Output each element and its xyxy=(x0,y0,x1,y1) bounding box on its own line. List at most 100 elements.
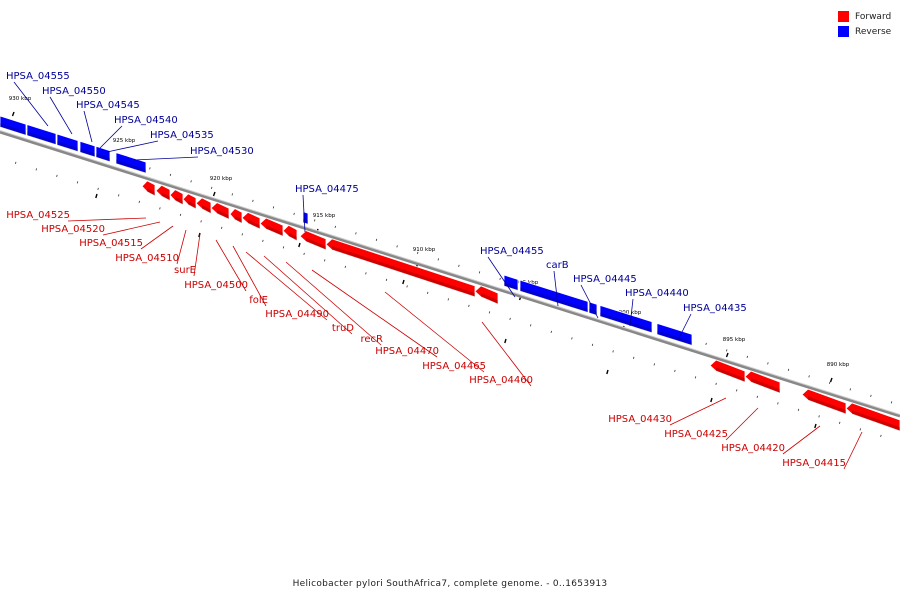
gene-label[interactable]: HPSA_04530 xyxy=(190,146,254,157)
gene-block[interactable] xyxy=(299,230,327,251)
gene-block[interactable] xyxy=(229,208,243,225)
gene-shade xyxy=(57,141,78,152)
gene-hpsa_04440[interactable] xyxy=(599,304,653,334)
gene-label[interactable]: HPSA_04445 xyxy=(573,274,637,285)
gene-shade xyxy=(852,410,900,431)
gene-label[interactable]: folE xyxy=(249,295,268,306)
gene-block[interactable] xyxy=(141,180,156,197)
major-tick xyxy=(11,111,15,117)
gene-hpsa_04490[interactable] xyxy=(241,211,261,230)
gene-block[interactable] xyxy=(195,197,212,215)
gene-label[interactable]: HPSA_04415 xyxy=(782,458,846,469)
gene-hpsa_04520[interactable] xyxy=(155,184,171,202)
gene-block[interactable] xyxy=(801,388,847,415)
gene-label[interactable]: HPSA_04500 xyxy=(184,280,248,291)
gene-label[interactable]: HPSA_04540 xyxy=(114,115,178,126)
gene-block[interactable] xyxy=(474,285,499,305)
gene-label[interactable]: HPSA_04555 xyxy=(6,71,70,82)
gene-block[interactable] xyxy=(656,322,693,346)
gene-block[interactable] xyxy=(845,402,900,432)
gene-label[interactable]: HPSA_04420 xyxy=(721,443,785,454)
minor-tick xyxy=(787,368,790,372)
gene-block[interactable] xyxy=(155,184,171,202)
major-tick xyxy=(606,369,609,375)
gene-label[interactable]: HPSA_04475 xyxy=(295,184,359,195)
label-leader xyxy=(176,229,187,265)
gene-hpsa_04535[interactable] xyxy=(95,145,111,163)
gene-hpsa_04530[interactable] xyxy=(115,152,147,174)
gene-block[interactable] xyxy=(26,123,57,146)
gene-block[interactable] xyxy=(709,359,746,383)
gene-block[interactable] xyxy=(56,133,79,153)
gene-hpsa_04470[interactable] xyxy=(299,230,327,251)
gene-hpsa_04415[interactable] xyxy=(845,402,900,432)
gene-label[interactable]: HPSA_04510 xyxy=(115,253,179,264)
gene-block[interactable] xyxy=(182,193,197,210)
gene-label[interactable]: HPSA_04490 xyxy=(265,309,329,320)
gene-label[interactable]: HPSA_04465 xyxy=(422,361,486,372)
gene-label[interactable]: surE xyxy=(174,265,196,276)
tick-label: 925 kbp xyxy=(113,138,136,144)
minor-tick xyxy=(694,376,697,379)
gene-hpsa_04420[interactable] xyxy=(801,388,847,415)
gene-carb[interactable] xyxy=(519,279,589,314)
gene-shade xyxy=(266,225,283,237)
gene-label[interactable]: HPSA_04455 xyxy=(480,246,544,257)
gene-hpsa_04550[interactable] xyxy=(26,123,57,146)
gene-label[interactable]: recR xyxy=(361,334,384,345)
gene-block[interactable] xyxy=(0,115,27,136)
gene-block[interactable] xyxy=(115,152,147,174)
gene-label[interactable]: HPSA_04550 xyxy=(42,86,106,97)
gene-block[interactable] xyxy=(744,370,781,394)
gene-label[interactable]: HPSA_04525 xyxy=(6,210,70,221)
gene-hpsa_04465[interactable] xyxy=(325,238,476,298)
gene-block[interactable] xyxy=(259,217,284,237)
gene-block[interactable] xyxy=(519,279,589,314)
minor-tick xyxy=(890,401,893,404)
gene-label[interactable]: truD xyxy=(332,323,354,334)
label-leader xyxy=(384,291,485,373)
minor-tick xyxy=(355,232,357,235)
gene-label[interactable]: HPSA_04545 xyxy=(76,100,140,111)
gene-label[interactable]: carB xyxy=(546,260,569,271)
gene-label[interactable]: HPSA_04535 xyxy=(150,130,214,141)
gene-label[interactable]: HPSA_04440 xyxy=(625,288,689,299)
gene-label[interactable]: HPSA_04470 xyxy=(375,346,439,357)
gene-block[interactable] xyxy=(210,202,230,220)
gene-block[interactable] xyxy=(241,211,261,230)
gene-hpsa_04500[interactable] xyxy=(210,202,230,220)
gene-hpsa_04540[interactable] xyxy=(79,140,96,158)
gene-hpsa_04525[interactable] xyxy=(141,180,156,197)
gene-shade xyxy=(657,330,692,346)
gene-label[interactable]: HPSA_04425 xyxy=(664,429,728,440)
gene-hpsa_04545[interactable] xyxy=(56,133,79,153)
gene-recr[interactable] xyxy=(282,224,298,242)
gene-trud[interactable] xyxy=(259,217,284,237)
gene-hpsa_04455[interactable] xyxy=(503,274,519,292)
gene-hpsa_04425[interactable] xyxy=(744,370,781,394)
gene-hpsa_04515[interactable] xyxy=(169,189,184,206)
gene-shade xyxy=(27,131,56,145)
gene-block[interactable] xyxy=(599,304,653,334)
gene-block[interactable] xyxy=(325,238,476,298)
gene-hpsa_04555[interactable] xyxy=(0,115,27,136)
gene-hpsa_04460[interactable] xyxy=(474,285,499,305)
minor-tick xyxy=(190,180,192,183)
gene-block[interactable] xyxy=(79,140,96,158)
gene-block[interactable] xyxy=(95,145,111,163)
gene-label[interactable]: HPSA_04460 xyxy=(469,375,533,386)
gene-hpsa_04510[interactable] xyxy=(182,193,197,210)
gene-label[interactable]: HPSA_04435 xyxy=(683,303,747,314)
gene-hpsa_04430[interactable] xyxy=(709,359,746,383)
gene-label[interactable]: HPSA_04430 xyxy=(608,414,672,425)
minor-tick xyxy=(396,245,398,248)
gene-hpsa_04435[interactable] xyxy=(656,322,693,346)
minor-tick xyxy=(97,187,99,191)
gene-block[interactable] xyxy=(169,189,184,206)
gene-fole[interactable] xyxy=(229,208,243,225)
gene-label[interactable]: HPSA_04515 xyxy=(79,238,143,249)
gene-block[interactable] xyxy=(282,224,298,242)
major-tick xyxy=(504,338,507,344)
gene-label[interactable]: HPSA_04520 xyxy=(41,224,105,235)
gene-sure[interactable] xyxy=(195,197,212,215)
